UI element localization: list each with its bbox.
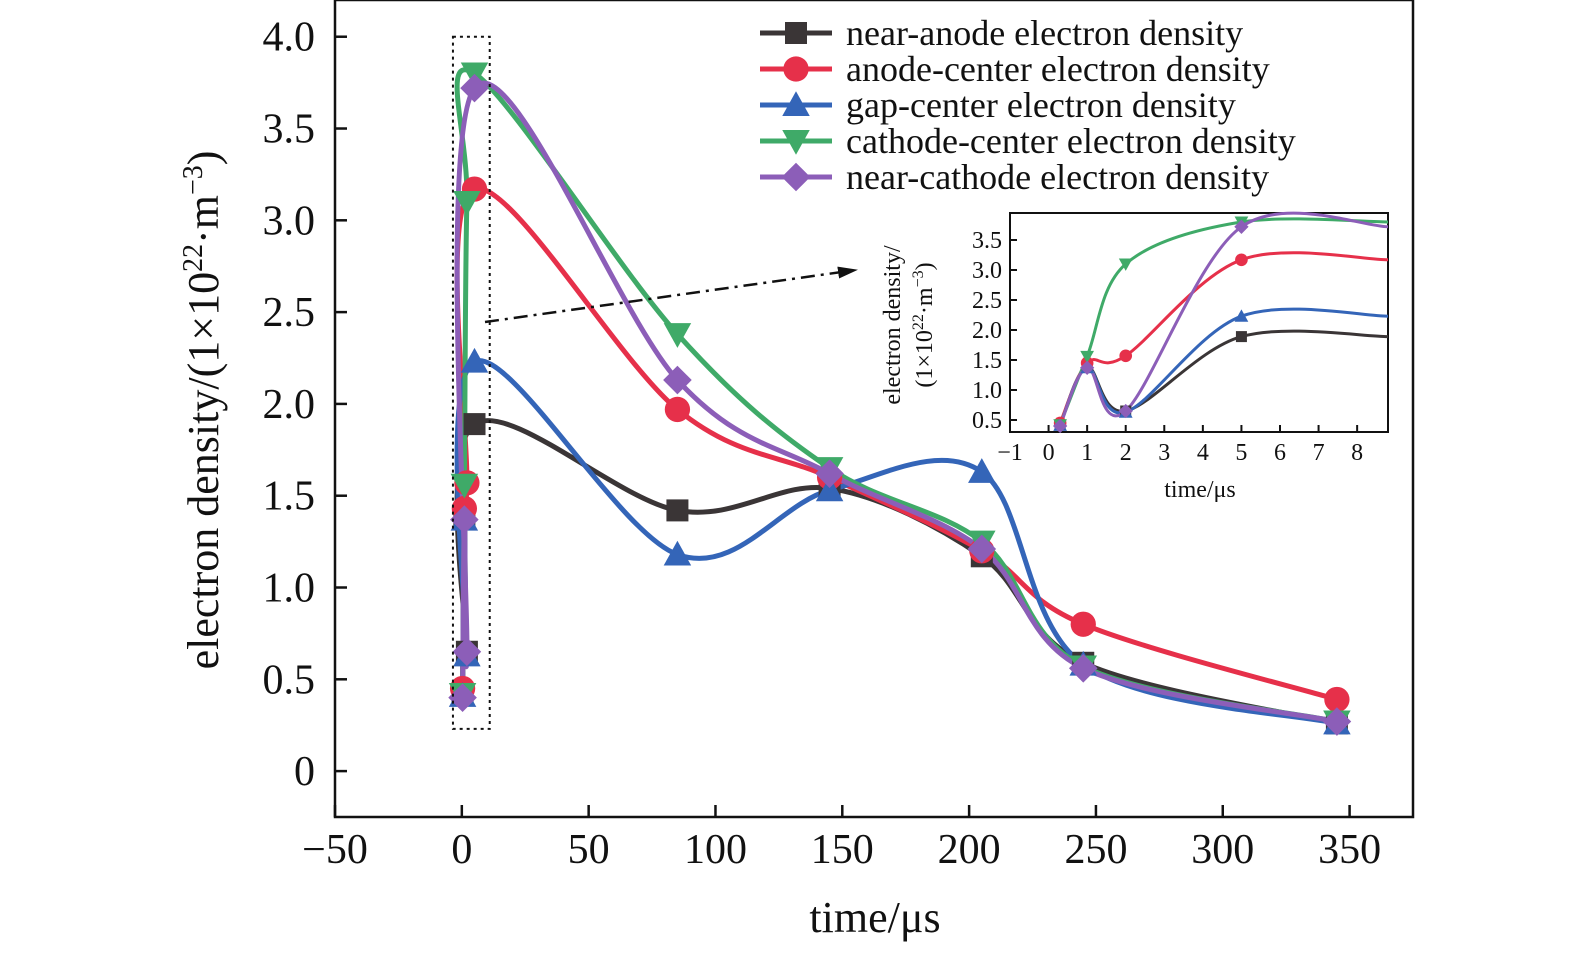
main-y-tick-label: 0 [294,749,315,795]
inset-y-tick-label: 2.5 [972,288,1002,314]
main-point-4 [1068,653,1098,683]
legend: near-anode electron densityanode-center … [760,13,1296,197]
legend-marker-1 [783,56,809,82]
inset-point-1 [1119,349,1133,363]
inset-plot-frame [1009,212,1389,433]
main-point-4 [460,73,489,103]
legend-label-0: near-anode electron density [846,13,1243,53]
main-x-tick-label: 300 [1191,827,1254,873]
main-y-tick-label: 2.0 [263,382,316,428]
main-plot-frame [333,0,1415,819]
inset-x-tick-label: 6 [1274,440,1286,466]
inset-x-tick-label: 7 [1313,440,1325,466]
main-y-tick-label: 1.5 [263,474,316,520]
main-point-4 [663,365,692,395]
main-plot-layer: −50 0 50 100 150 200 250 300 35000.51.01.52.02.5… [263,0,1415,873]
legend-marker-4 [781,162,811,192]
inset-x-tick-label: 5 [1235,440,1247,466]
main-point-4 [450,505,479,534]
main-point-4 [1322,707,1352,736]
main-point-1 [1324,686,1350,713]
main-point-3 [453,190,481,216]
legend-label-3: cathode-center electron density [846,121,1296,161]
main-point-0 [666,499,689,522]
main-point-2 [460,347,489,373]
inset-y-axis-label-line2: (1×1022·m−3) [910,262,938,387]
inset-y-tick-label: 1.5 [972,348,1002,374]
main-x-tick-label: 150 [811,827,874,873]
inset-y-tick-label: 3.5 [972,228,1002,254]
main-x-axis-label: time/μs [809,893,940,942]
legend-marker-2 [782,91,810,116]
inset-y-tick-label: 3.0 [972,258,1002,284]
main-series-line-4 [454,80,1340,724]
legend-label-2: gap-center electron density [846,85,1236,125]
inset-point-2 [1234,309,1249,322]
inset-x-tick-label: −1 [997,440,1023,466]
inset-x-tick-label: 0 [1043,440,1055,466]
main-x-tick-label: 200 [938,827,1001,873]
main-x-tick-label: 250 [1064,827,1127,873]
inset-point-4 [1052,418,1068,434]
main-point-4 [452,637,482,667]
main-point-2 [968,458,996,483]
legend-marker-0 [785,22,807,44]
main-y-tick-label: 1.0 [263,566,316,612]
main-point-0 [463,413,486,436]
inset-point-4 [1118,403,1133,419]
main-point-3 [663,323,692,348]
main-x-tick-label: 100 [684,827,747,873]
inset-y-tick-label: 2.0 [972,318,1002,344]
main-point-4 [448,683,477,712]
inset-x-axis-label: time/μs [1164,477,1236,503]
main-y-tick-label: 4.0 [263,15,316,61]
inset-plot-layer: −1 0 1 2 3 4 5 6 7 8 0.5 1.0 1.5 2.0 2.5 3.0 3.5 [972,211,1389,466]
inset-point-3 [1118,258,1133,271]
inset-y-tick-label: 1.0 [972,378,1002,404]
legend-marker-3 [782,130,810,155]
main-point-2 [815,476,844,502]
legend-label-1: anode-center electron density [846,49,1270,89]
main-x-tick-label: −50 [302,827,368,873]
main-point-2 [663,540,692,566]
inset-pointer-arrow [484,266,858,324]
inset-x-tick-label: 3 [1158,440,1170,466]
main-point-1 [664,396,691,423]
main-y-tick-label: 3.5 [263,107,316,153]
main-y-tick-label: 0.5 [263,657,316,703]
legend-label-4: near-cathode electron density [846,157,1269,197]
inset-x-tick-label: 1 [1081,440,1093,466]
main-y-tick-label: 3.0 [263,198,316,244]
main-x-tick-label: 350 [1318,827,1381,873]
inset-x-tick-label: 2 [1120,440,1132,466]
main-y-axis-label: electron density/(1×1022·m−3) [178,151,228,670]
inset-point-0 [1235,331,1247,343]
main-point-4 [815,459,844,488]
inset-background [1010,213,1388,432]
inset-point-1 [1235,253,1248,267]
inset-x-tick-label: 8 [1351,440,1363,466]
inset-y-axis-label-line1: electron density/ [880,245,906,405]
main-point-1 [1070,611,1096,637]
main-point-4 [967,534,997,564]
main-point-3 [450,473,479,499]
inset-point-3 [1080,350,1095,364]
main-y-tick-label: 2.5 [263,290,316,336]
inset-point-4 [1079,360,1095,375]
main-x-tick-label: 0 [451,827,472,873]
inset-y-tick-label: 0.5 [972,408,1002,434]
main-x-tick-label: 50 [568,827,610,873]
inset-x-tick-label: 4 [1197,440,1209,466]
inset-point-4 [1234,219,1249,234]
